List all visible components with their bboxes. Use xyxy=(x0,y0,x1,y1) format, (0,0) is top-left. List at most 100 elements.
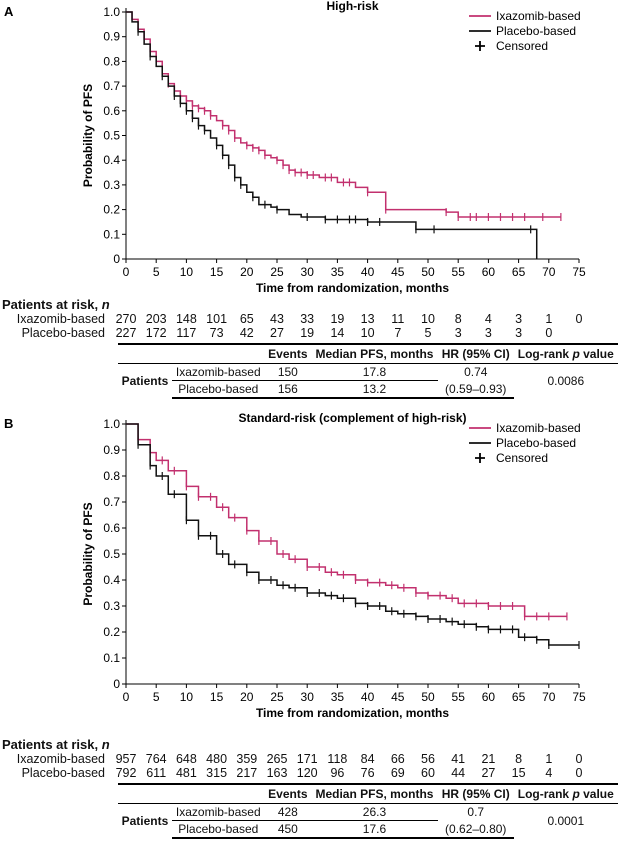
median: 26.3 xyxy=(311,803,438,821)
x-tick-label: 65 xyxy=(512,690,526,704)
th-logrank-v: value xyxy=(579,787,614,801)
arm: Ixazomib-based xyxy=(171,363,265,381)
risk-count: 172 xyxy=(145,326,167,340)
events: 450 xyxy=(264,820,312,839)
events: 428 xyxy=(264,803,312,821)
risk-count: 11 xyxy=(391,312,405,326)
x-tick-label: 10 xyxy=(180,690,194,704)
legend-label: Ixazomib-based xyxy=(496,421,581,435)
risk-count: 0 xyxy=(575,752,583,766)
y-tick-label: 1.0 xyxy=(103,417,120,431)
risk-count: 65 xyxy=(239,312,254,326)
risk-count: 480 xyxy=(206,752,228,766)
risk-count: 10 xyxy=(421,312,435,326)
risk-count: 0 xyxy=(545,326,553,340)
risk-count: 13 xyxy=(360,312,375,326)
risk-count: 76 xyxy=(360,766,375,780)
median: 17.8 xyxy=(311,363,438,381)
y-tick-label: 0.2 xyxy=(103,625,120,639)
panel-letter: B xyxy=(4,416,13,431)
y-tick-label: 0 xyxy=(113,252,120,266)
risk-count: 792 xyxy=(115,766,137,780)
risk-count: 1 xyxy=(545,752,553,766)
x-tick-label: 65 xyxy=(512,265,526,279)
risk-title: Patients at risk, n xyxy=(2,737,110,752)
x-tick-label: 0 xyxy=(123,265,130,279)
hr: 0.7 xyxy=(467,805,485,820)
x-tick-label: 50 xyxy=(421,690,435,704)
y-tick-label: 0.7 xyxy=(103,79,120,93)
y-tick-label: 0.5 xyxy=(103,547,120,561)
legend-label: Ixazomib-based xyxy=(496,9,581,23)
y-tick-label: 0.6 xyxy=(103,521,120,535)
risk-count: 120 xyxy=(296,766,318,780)
x-tick-label: 45 xyxy=(391,265,405,279)
censored-legend-icon xyxy=(475,41,485,51)
risk-count: 8 xyxy=(454,312,462,326)
y-axis-label: Probability of PFS xyxy=(81,84,95,187)
risk-count: 648 xyxy=(175,752,197,766)
risk-count: 69 xyxy=(390,766,405,780)
x-tick-label: 55 xyxy=(452,265,466,279)
risk-count: 957 xyxy=(115,752,137,766)
y-tick-label: 0.4 xyxy=(103,153,120,167)
risk-count: 171 xyxy=(296,752,318,766)
x-tick-label: 10 xyxy=(180,265,194,279)
risk-title-text: Patients at risk, xyxy=(2,297,102,312)
risk-count: 118 xyxy=(327,752,348,766)
risk-count: 19 xyxy=(330,312,345,326)
th-logrank-v: value xyxy=(579,347,614,361)
summary-table-b: Events Median PFS, months HR (95% CI) Log-r… xyxy=(118,783,618,839)
x-tick-label: 60 xyxy=(482,265,496,279)
risk-count: 42 xyxy=(239,326,254,340)
risk-count: 1 xyxy=(545,312,553,326)
y-tick-label: 0.8 xyxy=(103,54,120,68)
risk-title: Patients at risk, n xyxy=(2,297,110,312)
risk-count: 315 xyxy=(206,766,228,780)
legend-label: Placebo-based xyxy=(496,24,576,38)
risk-count: 56 xyxy=(421,752,435,766)
risk-count: 270 xyxy=(115,312,137,326)
risk-count: 227 xyxy=(115,326,137,340)
legend-label: Censored xyxy=(496,451,548,465)
y-tick-label: 0.7 xyxy=(103,495,120,509)
risk-count: 3 xyxy=(515,326,523,340)
risk-row: Ixazomib-based 270 203 148 101 65 43 33 19 13 11 10… xyxy=(0,312,619,326)
risk-row-label: Placebo-based xyxy=(21,766,105,780)
events: 150 xyxy=(264,363,312,381)
y-tick-label: 0.1 xyxy=(103,227,120,241)
events: 156 xyxy=(264,380,312,399)
legend-label: Placebo-based xyxy=(496,436,576,450)
chart-title: High-risk xyxy=(326,0,378,13)
chart-title: Standard-risk (complement of high-risk) xyxy=(238,411,466,425)
y-tick-label: 0.4 xyxy=(103,573,120,587)
pvalue: 0.0001 xyxy=(547,814,585,828)
x-tick-label: 35 xyxy=(331,690,345,704)
risk-count: 33 xyxy=(300,312,315,326)
x-tick-label: 60 xyxy=(482,690,496,704)
risk-row: Ixazomib-based 957 764 648 480 359 265 171 118 84… xyxy=(0,752,619,766)
arm: Placebo-based xyxy=(171,820,265,839)
risk-count: 5 xyxy=(424,326,432,340)
ci: (0.59–0.93) xyxy=(437,380,514,399)
chart-high-risk: A High-risk 0 0.1 0.2 0.3 0.4 0.5 0.6 0.7 0.8 0.9 1.… xyxy=(4,0,586,295)
x-tick-label: 5 xyxy=(153,265,160,279)
x-tick-label: 45 xyxy=(391,690,405,704)
th-logrank-a: Log-rank xyxy=(517,347,573,361)
y-tick-label: 1.0 xyxy=(103,5,120,19)
risk-count: 14 xyxy=(330,326,345,340)
row-head: Patients xyxy=(121,814,169,828)
x-tick-label: 70 xyxy=(542,265,556,279)
th-median: Median PFS, months xyxy=(311,343,438,364)
risk-count: 101 xyxy=(206,312,228,326)
x-tick-label: 40 xyxy=(361,690,375,704)
summary-table-a: Events Median PFS, months HR (95% CI) Log-r… xyxy=(118,343,618,399)
risk-count: 60 xyxy=(421,766,435,780)
y-tick-label: 0.9 xyxy=(103,443,120,457)
risk-count: 73 xyxy=(209,326,224,340)
y-tick-label: 0.1 xyxy=(103,651,120,665)
x-tick-label: 20 xyxy=(240,265,254,279)
x-tick-label: 40 xyxy=(361,265,375,279)
risk-row-label: Ixazomib-based xyxy=(16,752,105,766)
x-tick-label: 25 xyxy=(270,690,284,704)
